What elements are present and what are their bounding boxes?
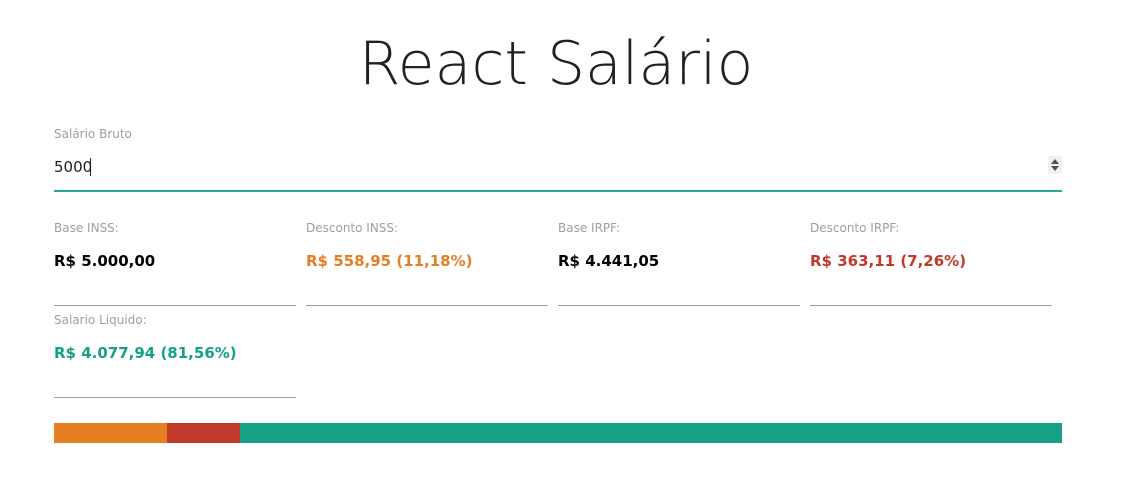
net-salary-segment [239,423,1062,443]
irpf-segment [166,423,240,443]
base-irpf-field: Base IRPF: R$ 4.441,05 [558,221,800,306]
number-spinner[interactable] [1048,156,1062,174]
base-inss-field: Base INSS: R$ 5.000,00 [54,221,296,306]
salario-liquido-label: Salario Liquido: [54,313,147,327]
spin-up-icon[interactable] [1051,159,1059,164]
salario-liquido-field: Salario Liquido: R$ 4.077,94 (81,56%) [54,313,296,398]
salario-liquido-value: R$ 4.077,94 (81,56%) [54,344,237,362]
base-inss-value: R$ 5.000,00 [54,252,156,270]
salary-input[interactable] [54,152,1034,182]
desconto-irpf-field: Desconto IRPF: R$ 363,11 (7,26%) [810,221,1052,306]
desconto-irpf-value: R$ 363,11 (7,26%) [810,252,967,270]
base-irpf-value: R$ 4.441,05 [558,252,660,270]
desconto-irpf-label: Desconto IRPF: [810,221,900,235]
base-irpf-label: Base IRPF: [558,221,621,235]
base-inss-label: Base INSS: [54,221,119,235]
text-cursor [90,158,91,176]
desconto-inss-label: Desconto INSS: [306,221,399,235]
salary-input-field[interactable] [54,152,1062,192]
inss-segment [54,423,167,443]
page-title: React Salário [358,29,754,99]
desconto-inss-field: Desconto INSS: R$ 558,95 (11,18%) [306,221,548,306]
desconto-inss-value: R$ 558,95 (11,18%) [306,252,473,270]
salary-input-label: Salário Bruto [54,127,132,141]
spin-down-icon[interactable] [1051,166,1059,171]
salary-distribution-bar [54,423,1062,443]
